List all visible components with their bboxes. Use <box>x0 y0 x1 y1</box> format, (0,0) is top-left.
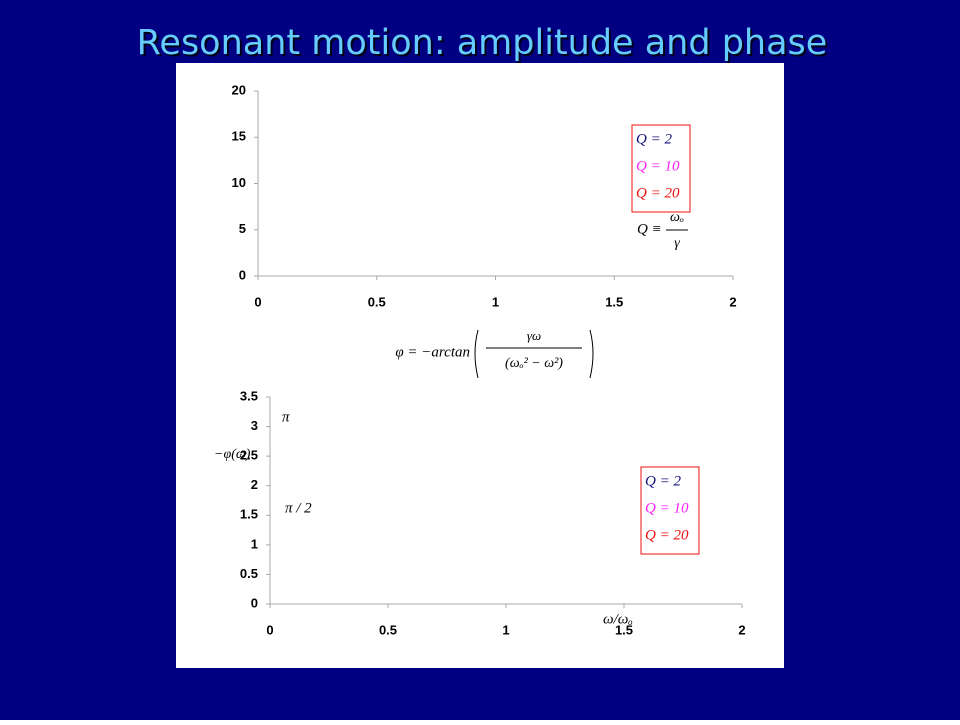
x-tick-label: 0 <box>254 294 261 309</box>
y-tick-label: 1 <box>251 536 258 551</box>
x-tick-label: 1 <box>502 622 509 637</box>
x-tick-label: 0.5 <box>379 622 397 637</box>
figure-panel <box>176 63 784 668</box>
half-pi-label: π / 2 <box>285 500 312 516</box>
legend-box <box>640 466 700 555</box>
y-tick-label: 3 <box>251 418 258 433</box>
q-def-lhs: Q ≡ <box>637 221 662 237</box>
q-def-numerator: ωₒ <box>670 210 684 225</box>
formula-denominator: (ωₒ² − ω²) <box>505 356 563 371</box>
legend-label: Q = 20 <box>636 185 680 201</box>
x-tick-label: 1.5 <box>615 622 633 637</box>
legend-label: Q = 2 <box>636 131 672 147</box>
legend-box <box>631 124 691 213</box>
formula-brackets <box>474 329 594 379</box>
x-tick-label: 0.5 <box>368 294 386 309</box>
q-def-denominator: γ <box>674 236 680 251</box>
y-tick-label: 3.5 <box>240 388 258 403</box>
x-tick-label: 0 <box>266 622 273 637</box>
y-tick-label: 20 <box>232 82 246 97</box>
y-tick-label: 0 <box>239 267 246 282</box>
x-tick-label: 2 <box>738 622 745 637</box>
slide-title: Resonant motion: amplitude and phase <box>137 23 828 63</box>
title-shadow: Resonant motion: amplitude and phase <box>139 25 830 65</box>
x-tick-label: 2 <box>729 294 736 309</box>
y-tick-label: 2.5 <box>240 448 258 463</box>
x-tick-label: 1.5 <box>605 294 623 309</box>
y-tick-label: 0.5 <box>240 566 258 581</box>
y-tick-label: 0 <box>251 595 258 610</box>
legend-label: Q = 2 <box>645 473 681 489</box>
legend-label: Q = 10 <box>636 158 680 174</box>
y-tick-label: 2 <box>251 477 258 492</box>
y-tick-label: 10 <box>232 175 246 190</box>
y-axis-label: −φ(ω) <box>214 447 251 462</box>
formula-numerator: γω <box>527 328 541 343</box>
x-tick-label: 1 <box>492 294 499 309</box>
y-tick-label: 15 <box>232 129 246 144</box>
pi-label: π <box>282 409 290 425</box>
legend-label: Q = 20 <box>645 527 689 543</box>
x-axis-label: ω/ωₒ <box>603 611 633 627</box>
y-tick-label: 5 <box>239 221 246 236</box>
y-tick-label: 1.5 <box>240 507 258 522</box>
legend-label: Q = 10 <box>645 500 689 516</box>
formula-lhs: φ = −arctan <box>395 344 470 360</box>
